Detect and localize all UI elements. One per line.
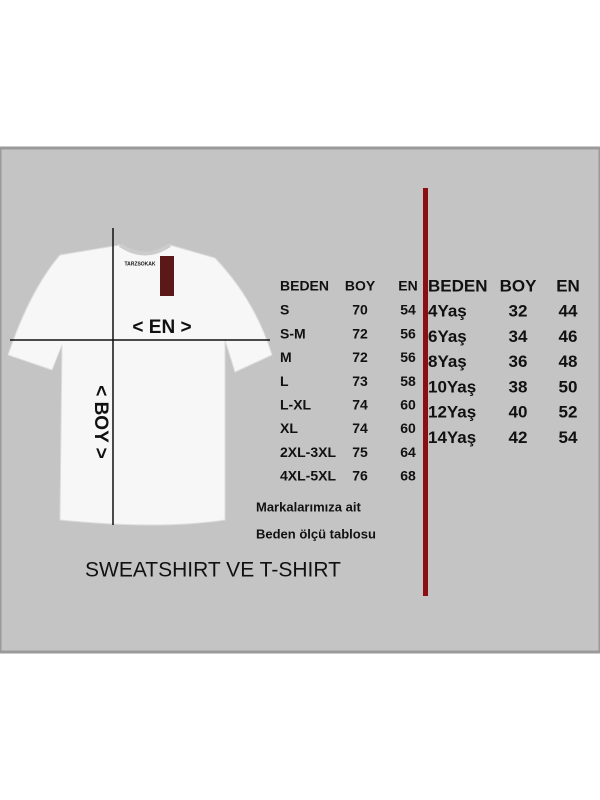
table-cell: 40 bbox=[509, 403, 528, 422]
divider bbox=[423, 188, 428, 596]
table-cell: 72 bbox=[352, 349, 368, 365]
table-cell: L-XL bbox=[280, 397, 312, 413]
table-cell: 58 bbox=[400, 373, 416, 389]
table-cell: 74 bbox=[352, 420, 368, 436]
table-cell: 50 bbox=[559, 377, 578, 396]
table-cell: 56 bbox=[400, 325, 416, 341]
collar bbox=[118, 243, 172, 256]
table-header: EN bbox=[556, 276, 580, 295]
table-cell: 54 bbox=[400, 302, 416, 318]
table-cell: 46 bbox=[559, 327, 578, 346]
table-cell: 72 bbox=[352, 325, 368, 341]
width-label: < EN > bbox=[132, 317, 191, 338]
title: SWEATSHIRT VE T-SHIRT bbox=[85, 559, 341, 582]
table-cell: 60 bbox=[400, 420, 416, 436]
table-cell: 76 bbox=[352, 468, 368, 484]
table-header: BEDEN bbox=[280, 278, 329, 294]
table-cell: XL bbox=[280, 420, 298, 436]
table-cell: M bbox=[280, 349, 292, 365]
table-header: BOY bbox=[500, 276, 538, 295]
length-label: < BOY > bbox=[90, 385, 111, 459]
note-line: Markalarımıza ait bbox=[256, 499, 361, 514]
table-cell: 48 bbox=[559, 352, 578, 371]
table-cell: 4Yaş bbox=[428, 301, 467, 320]
table-cell: 64 bbox=[400, 444, 416, 460]
table-cell: 60 bbox=[400, 397, 416, 413]
table-cell: 75 bbox=[352, 444, 368, 460]
table-cell: 2XL-3XL bbox=[280, 444, 336, 460]
table-cell: L bbox=[280, 373, 289, 389]
table-cell: 14Yaş bbox=[428, 428, 476, 447]
table-cell: 42 bbox=[509, 428, 528, 447]
table-cell: 8Yaş bbox=[428, 352, 467, 371]
table-cell: 36 bbox=[509, 352, 528, 371]
table-cell: 74 bbox=[352, 397, 368, 413]
table-header: EN bbox=[398, 278, 417, 294]
label-tag bbox=[160, 256, 174, 296]
table-header: BOY bbox=[345, 278, 376, 294]
table-cell: 56 bbox=[400, 349, 416, 365]
table-cell: 6Yaş bbox=[428, 327, 467, 346]
table-cell: S bbox=[280, 302, 289, 318]
table-cell: 32 bbox=[509, 301, 528, 320]
table-cell: 38 bbox=[509, 377, 528, 396]
brand: TARZSOKAK bbox=[124, 261, 155, 267]
table-cell: 10Yaş bbox=[428, 377, 476, 396]
table-cell: 4XL-5XL bbox=[280, 468, 336, 484]
table-cell: 34 bbox=[509, 327, 528, 346]
table-cell: 54 bbox=[559, 428, 578, 447]
table-cell: 52 bbox=[559, 403, 578, 422]
table-cell: 70 bbox=[352, 302, 368, 318]
table-cell: 68 bbox=[400, 468, 416, 484]
table-cell: S-M bbox=[280, 325, 306, 341]
table-cell: 12Yaş bbox=[428, 403, 476, 422]
table-header: BEDEN bbox=[428, 276, 488, 295]
table-cell: 44 bbox=[559, 301, 578, 320]
note-line: Beden ölçü tablosu bbox=[256, 526, 376, 541]
table-cell: 73 bbox=[352, 373, 368, 389]
